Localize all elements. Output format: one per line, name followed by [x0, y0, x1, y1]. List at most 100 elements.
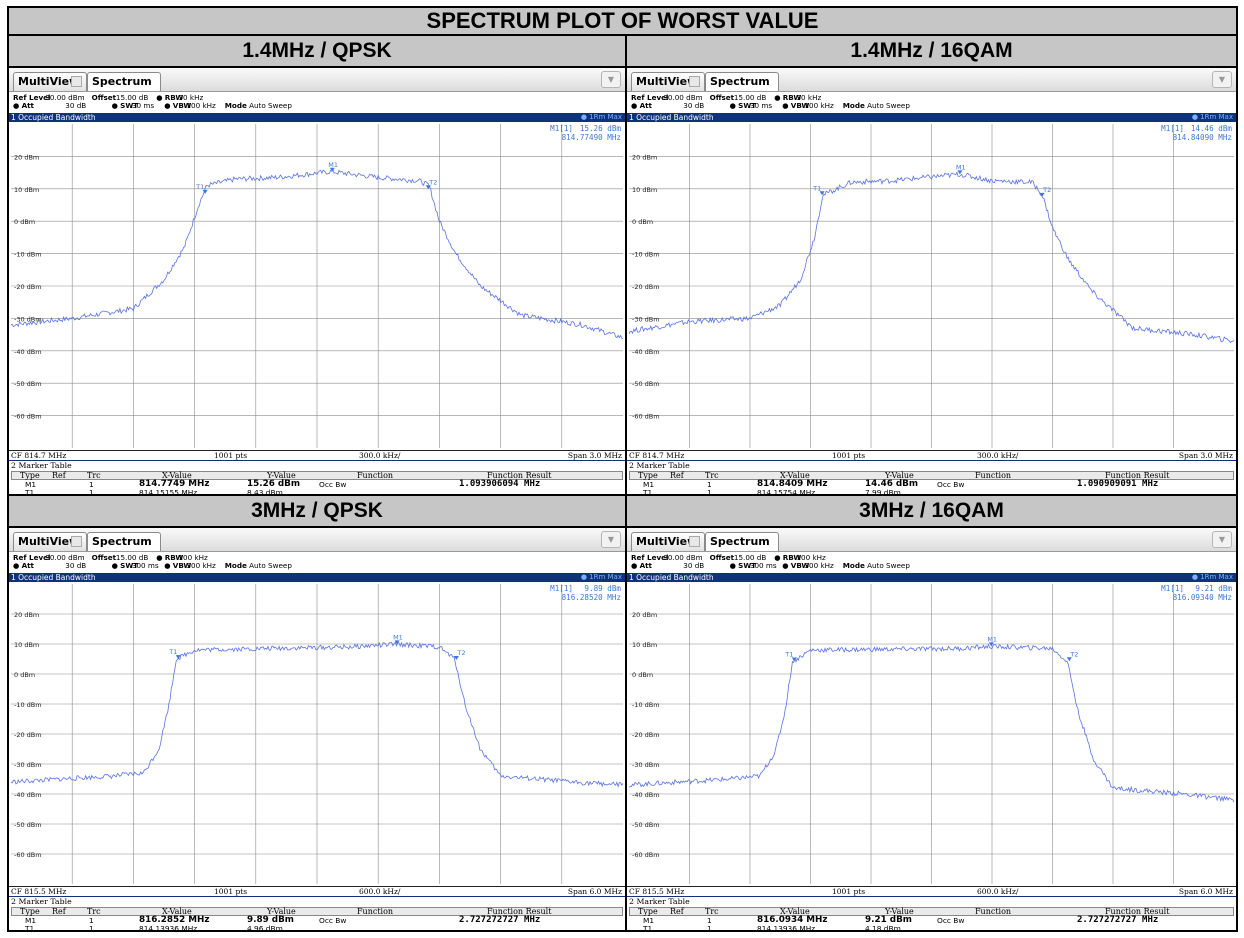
marker-readout-freq: 816.28520 MHz: [561, 593, 621, 602]
tab-multiview[interactable]: MultiView: [631, 72, 705, 91]
marker-row-t1: T1 1 814.13936 MHz 4.18 dBm: [627, 925, 1236, 930]
vbw-label: VBW: [790, 561, 810, 570]
trace-label: ● 1Rm Max: [1191, 113, 1233, 121]
division-width: 300.0 kHz/: [359, 451, 401, 460]
tab-spectrum[interactable]: Spectrum: [705, 72, 779, 91]
marker-triangle-icon: [425, 185, 431, 190]
offset-label: Offset: [91, 93, 117, 102]
measurement-title-bar: 1 Occupied Bandwidth ● 1Rm Max: [9, 573, 625, 582]
cell-x: 816.0934 MHz: [757, 915, 828, 925]
tab-spectrum[interactable]: Spectrum: [87, 72, 161, 91]
chevron-down-icon[interactable]: ▼: [601, 71, 621, 88]
marker-row-t1: T1 1 814.15155 MHz 8.43 dBm: [9, 488, 625, 496]
chevron-down-icon[interactable]: ▼: [1212, 531, 1232, 548]
tab-spectrum[interactable]: Spectrum: [705, 532, 779, 551]
offset-value: 15.00 dB: [115, 553, 149, 562]
spectrum-chart[interactable]: 20 dBm 10 dBm 0 dBm -10 dBm -20 dBm -30 dBm -4…: [627, 122, 1236, 450]
col-y-value: Y-Value: [267, 471, 296, 480]
vbw-label: VBW: [172, 561, 192, 570]
ref-level-value: 30.00 dBm: [45, 93, 85, 102]
marker-row-m1: M1 1 816.0934 MHz 9.21 dBm Occ Bw 2.727272727…: [627, 915, 1236, 925]
measurement-title-bar: 1 Occupied Bandwidth ● 1Rm Max: [627, 113, 1236, 122]
trace-marker-t2: T2: [1066, 650, 1078, 662]
cell-trc: 1: [89, 488, 94, 496]
col-function-result: Function Result: [1105, 907, 1170, 916]
cell-type: T1: [25, 924, 35, 932]
y-tick-label: -30 dBm: [14, 761, 42, 769]
offset-value: 15.00 dB: [115, 93, 149, 102]
cell-type: T1: [643, 488, 653, 496]
y-tick-label: 0 dBm: [632, 671, 653, 679]
spectrum-plot[interactable]: 20 dBm 10 dBm 0 dBm -10 dBm -20 dBm -30 dBm -4…: [627, 122, 1236, 450]
center-frequency: CF 815.5 MHz: [629, 887, 685, 896]
trace-marker-t2: T2: [425, 178, 437, 190]
marker-label: T2: [1042, 186, 1051, 194]
y-tick-label: -20 dBm: [14, 731, 42, 739]
spectrum-chart[interactable]: 20 dBm 10 dBm 0 dBm -10 dBm -20 dBm -30 dBm -4…: [9, 122, 625, 450]
y-tick-label: 0 dBm: [14, 671, 35, 679]
function-result: 1.090909091 MHz: [1077, 479, 1159, 489]
col-ref: Ref: [670, 907, 684, 916]
col-ref: Ref: [670, 471, 684, 480]
marker-readout-level: 9.89 dBm: [584, 584, 621, 593]
rbw-value: 100 kHz: [178, 553, 208, 562]
marker-label: T1: [812, 184, 821, 192]
marker-triangle-icon: [819, 191, 825, 196]
tab-multiview[interactable]: MultiView: [631, 532, 705, 551]
marker-triangle-icon: [957, 170, 963, 175]
chevron-down-icon[interactable]: ▼: [601, 531, 621, 548]
span-value: Span 6.0 MHz: [1178, 887, 1233, 896]
tab-multiview[interactable]: MultiView: [13, 72, 87, 91]
col-x-value: X-Value: [162, 907, 192, 916]
chevron-down-icon[interactable]: ▼: [1212, 71, 1232, 88]
ref-level-label: Ref Level: [631, 93, 669, 102]
ref-level-label: Ref Level: [13, 553, 51, 562]
spectrum-trace: [10, 641, 624, 789]
att-value: 30 dB: [683, 561, 705, 570]
col-function: Function: [357, 907, 394, 916]
marker-triangle-icon: [394, 640, 400, 645]
trace-marker-m1: M1: [328, 161, 338, 172]
cell-x: 814.7749 MHz: [139, 479, 210, 489]
rbw-value: 30 kHz: [796, 93, 822, 102]
measurement-title: 1 Occupied Bandwidth: [629, 113, 714, 122]
span-value: Span 6.0 MHz: [567, 887, 622, 896]
y-tick-label: -40 dBm: [14, 348, 42, 356]
marker-readout-freq: 816.09340 MHz: [1172, 593, 1232, 602]
marker-label: T1: [195, 183, 204, 191]
spectrum-plot[interactable]: 20 dBm 10 dBm 0 dBm -10 dBm -20 dBm -30 dBm -4…: [627, 582, 1236, 886]
att-value: 30 dB: [683, 101, 705, 110]
spectrum-trace: [628, 643, 1235, 803]
tab-spectrum-label: Spectrum: [710, 535, 770, 548]
spectrum-chart[interactable]: 20 dBm 10 dBm 0 dBm -10 dBm -20 dBm -30 dBm -4…: [9, 582, 625, 886]
x-axis-bar: CF 815.5 MHz 1001 pts 600.0 kHz/ Span 6.…: [627, 886, 1236, 896]
y-tick-label: 20 dBm: [14, 611, 39, 619]
tab-multiview[interactable]: MultiView: [13, 532, 87, 551]
y-tick-label: -30 dBm: [632, 315, 660, 323]
cell-func: Occ Bw: [319, 916, 347, 925]
spectrum-plot[interactable]: 20 dBm 10 dBm 0 dBm -10 dBm -20 dBm -30 dBm -4…: [9, 582, 625, 886]
swt-value: 300 ms: [749, 561, 777, 570]
col-y-value: Y-Value: [885, 471, 914, 480]
trace-marker-t2: T2: [453, 649, 466, 661]
y-tick-label: 10 dBm: [14, 186, 39, 194]
y-tick-label: -10 dBm: [632, 251, 660, 259]
analyzer-screen: MultiView Spectrum ▼ Ref Level 30.00 dBm…: [9, 528, 625, 930]
cell-trc: 1: [707, 480, 712, 489]
marker-readout-label: M1[1]: [1161, 584, 1184, 593]
function-result: 2.727272727 MHz: [459, 915, 541, 925]
marker-readout-level: 9.21 dBm: [1195, 584, 1232, 593]
division-width: 600.0 kHz/: [359, 887, 401, 896]
col-x-value: X-Value: [162, 471, 192, 480]
col-type: Type: [20, 471, 40, 480]
tab-spectrum[interactable]: Spectrum: [87, 532, 161, 551]
col-y-value: Y-Value: [885, 907, 914, 916]
x-axis-bar: CF 814.7 MHz 1001 pts 300.0 kHz/ Span 3.…: [9, 450, 625, 460]
spectrum-plot[interactable]: 20 dBm 10 dBm 0 dBm -10 dBm -20 dBm -30 dBm -4…: [9, 122, 625, 450]
spectrum-chart[interactable]: 20 dBm 10 dBm 0 dBm -10 dBm -20 dBm -30 dBm -4…: [627, 582, 1236, 886]
cell-x: 814.15155 MHz: [139, 488, 198, 496]
col-function: Function: [975, 471, 1012, 480]
grid-icon: [689, 536, 700, 547]
center-frequency: CF 814.7 MHz: [629, 451, 685, 460]
